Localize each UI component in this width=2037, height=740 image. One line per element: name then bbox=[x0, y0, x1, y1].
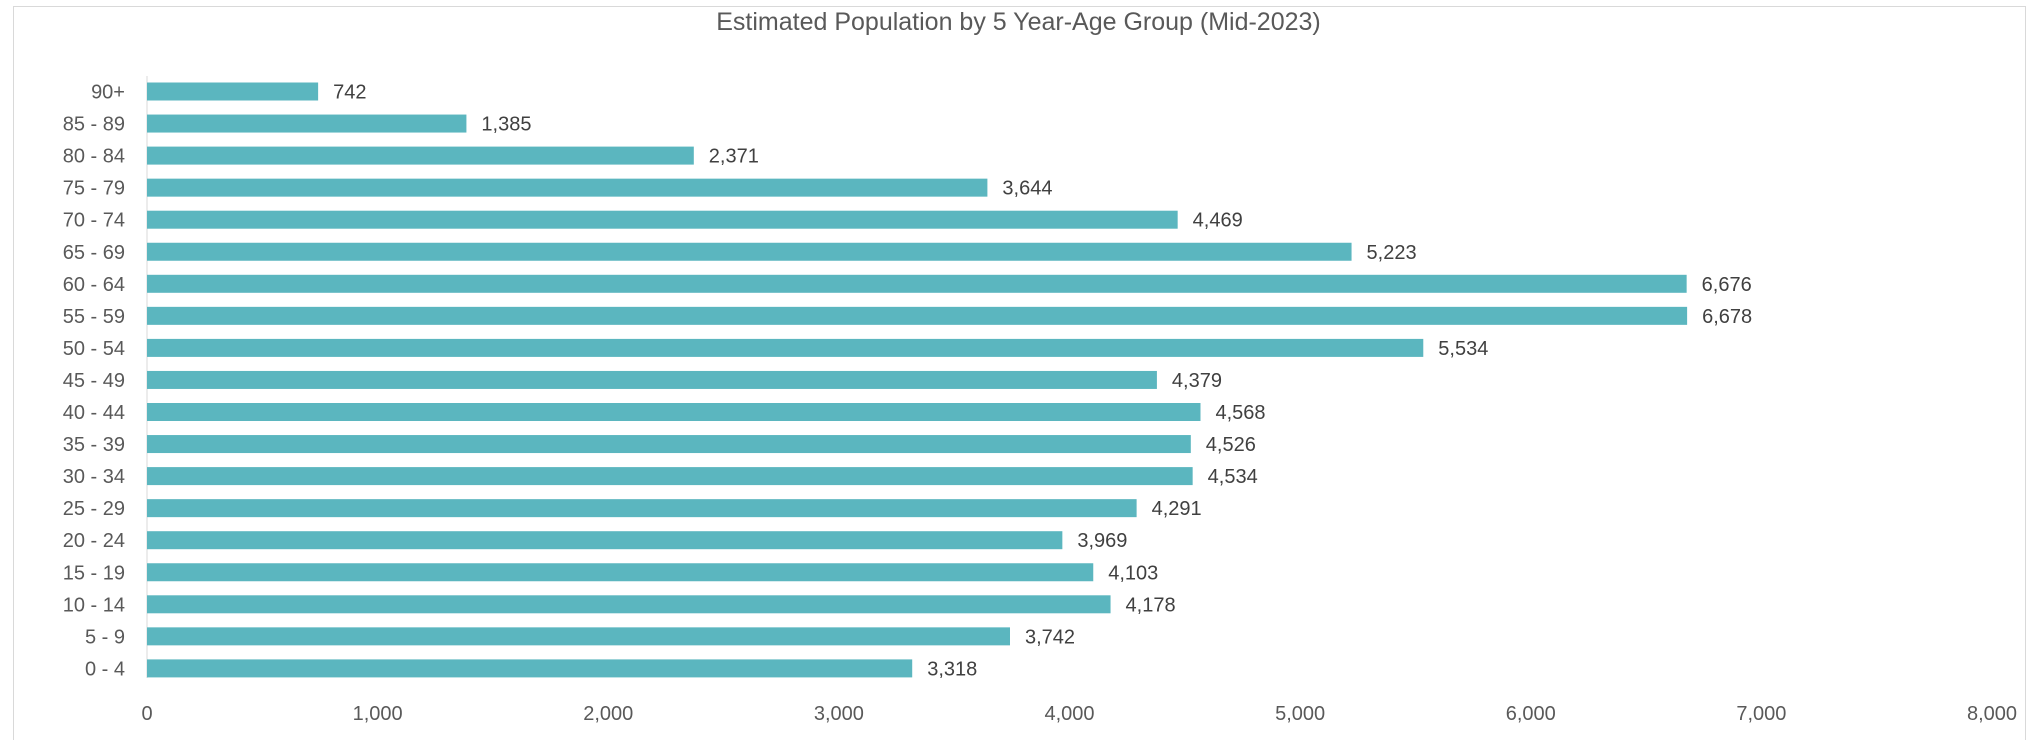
category-label: 65 - 69 bbox=[63, 242, 125, 264]
category-label: 15 - 19 bbox=[63, 562, 125, 584]
data-label: 5,223 bbox=[1367, 242, 1417, 264]
category-label: 80 - 84 bbox=[63, 146, 125, 168]
category-label: 55 - 59 bbox=[63, 306, 125, 328]
data-label: 3,318 bbox=[927, 658, 977, 680]
category-label: 35 - 39 bbox=[63, 434, 125, 456]
category-label: 25 - 29 bbox=[63, 498, 125, 520]
data-label: 4,568 bbox=[1215, 402, 1265, 424]
x-tick-label: 0 bbox=[141, 703, 152, 725]
data-label: 3,742 bbox=[1025, 626, 1075, 648]
x-tick-label: 7,000 bbox=[1736, 703, 1786, 725]
bar bbox=[147, 114, 467, 133]
data-label: 4,534 bbox=[1208, 466, 1258, 488]
x-tick-label: 3,000 bbox=[814, 703, 864, 725]
category-label: 60 - 64 bbox=[63, 274, 125, 296]
data-label: 2,371 bbox=[709, 146, 759, 168]
data-label: 3,969 bbox=[1077, 530, 1127, 552]
bar bbox=[147, 370, 1157, 389]
category-label: 50 - 54 bbox=[63, 338, 125, 360]
data-label: 4,103 bbox=[1108, 562, 1158, 584]
category-label: 90+ bbox=[91, 82, 125, 104]
data-label: 4,469 bbox=[1193, 210, 1243, 232]
bar bbox=[147, 435, 1191, 454]
bar bbox=[147, 146, 694, 165]
x-tick-label: 5,000 bbox=[1275, 703, 1325, 725]
data-label: 4,178 bbox=[1126, 594, 1176, 616]
chart-title: Estimated Population by 5 Year-Age Group… bbox=[716, 8, 1321, 36]
category-label: 10 - 14 bbox=[63, 594, 125, 616]
bar bbox=[147, 499, 1137, 518]
bar bbox=[147, 595, 1111, 614]
category-label: 20 - 24 bbox=[63, 530, 125, 552]
bar bbox=[147, 274, 1687, 293]
data-label: 1,385 bbox=[481, 114, 531, 136]
bar bbox=[147, 338, 1424, 357]
category-label: 85 - 89 bbox=[63, 114, 125, 136]
category-label: 40 - 44 bbox=[63, 402, 125, 424]
bar bbox=[147, 82, 319, 101]
x-tick-label: 6,000 bbox=[1506, 703, 1556, 725]
data-label: 4,526 bbox=[1206, 434, 1256, 456]
data-label: 4,291 bbox=[1152, 498, 1202, 520]
data-label: 5,534 bbox=[1438, 338, 1488, 360]
category-label: 5 - 9 bbox=[85, 626, 125, 648]
x-tick-label: 1,000 bbox=[353, 703, 403, 725]
bar bbox=[147, 242, 1352, 261]
x-tick-label: 8,000 bbox=[1967, 703, 2017, 725]
category-label: 70 - 74 bbox=[63, 210, 125, 232]
bar bbox=[147, 178, 988, 197]
category-label: 45 - 49 bbox=[63, 370, 125, 392]
bar bbox=[147, 210, 1178, 229]
data-label: 742 bbox=[333, 82, 366, 104]
x-tick-label: 4,000 bbox=[1044, 703, 1094, 725]
category-label: 0 - 4 bbox=[85, 658, 125, 680]
category-label: 75 - 79 bbox=[63, 178, 125, 200]
category-label: 30 - 34 bbox=[63, 466, 125, 488]
bar bbox=[147, 531, 1063, 550]
bar bbox=[147, 403, 1201, 421]
data-label: 4,379 bbox=[1172, 370, 1222, 392]
bar bbox=[147, 659, 913, 678]
bar bbox=[147, 306, 1688, 325]
data-label: 6,678 bbox=[1702, 306, 1752, 328]
bar bbox=[147, 467, 1193, 486]
data-label: 3,644 bbox=[1002, 178, 1052, 200]
bar bbox=[147, 563, 1094, 582]
bar bbox=[147, 627, 1010, 646]
x-tick-label: 2,000 bbox=[583, 703, 633, 725]
data-label: 6,676 bbox=[1702, 274, 1752, 296]
